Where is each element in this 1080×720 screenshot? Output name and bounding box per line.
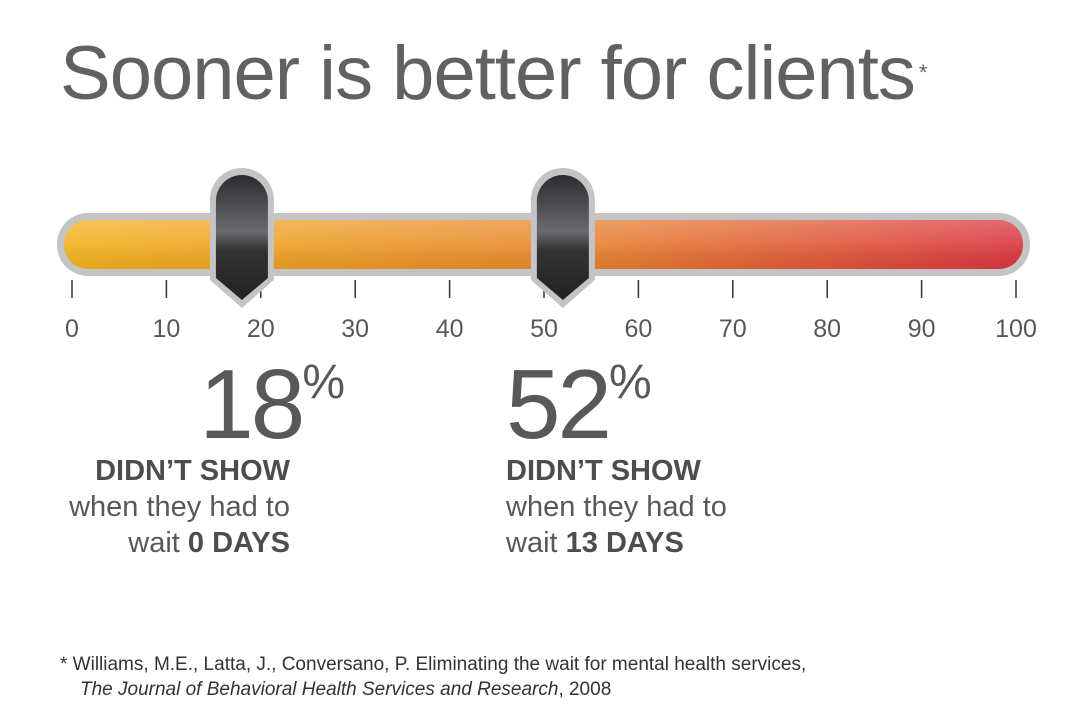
- stat-days: 13 DAYS: [565, 527, 684, 559]
- tick-label: 100: [995, 315, 1037, 343]
- stat-headline: DIDN’T SHOW: [95, 455, 290, 487]
- page-title: Sooner is better for clients *: [60, 31, 927, 116]
- tick-label: 40: [436, 315, 464, 343]
- tick-label: 20: [247, 315, 275, 343]
- tick-label: 60: [624, 315, 652, 343]
- tick-label: 30: [341, 315, 369, 343]
- stat-line: when they had to: [69, 491, 290, 523]
- stat-line: when they had to: [506, 491, 727, 523]
- tick-label: 0: [65, 315, 79, 343]
- gauge-chart: 0 10 20 30 40 50 60 70 80 90 100: [57, 168, 1037, 343]
- stat-0-days: 18% DIDN’T SHOW when they had to wait 0 DA…: [40, 355, 345, 561]
- value-marker-18: [215, 174, 268, 300]
- tick-label: 10: [152, 315, 180, 343]
- tick-label: 50: [530, 315, 558, 343]
- value-marker-52: [536, 175, 589, 300]
- stat-headline: DIDN’T SHOW: [506, 455, 701, 487]
- tick-label: 90: [908, 315, 936, 343]
- footnote: * Williams, M.E., Latta, J., Conversano,…: [60, 654, 807, 700]
- tick-label: 70: [719, 315, 747, 343]
- tick-label: 80: [813, 315, 841, 343]
- stat-value: 52%: [506, 349, 652, 459]
- stat-13-days: 52% DIDN’T SHOW when they had to wait 13 D…: [506, 355, 806, 561]
- stat-value: 18%: [199, 349, 345, 459]
- stat-days: 0 DAYS: [187, 527, 290, 559]
